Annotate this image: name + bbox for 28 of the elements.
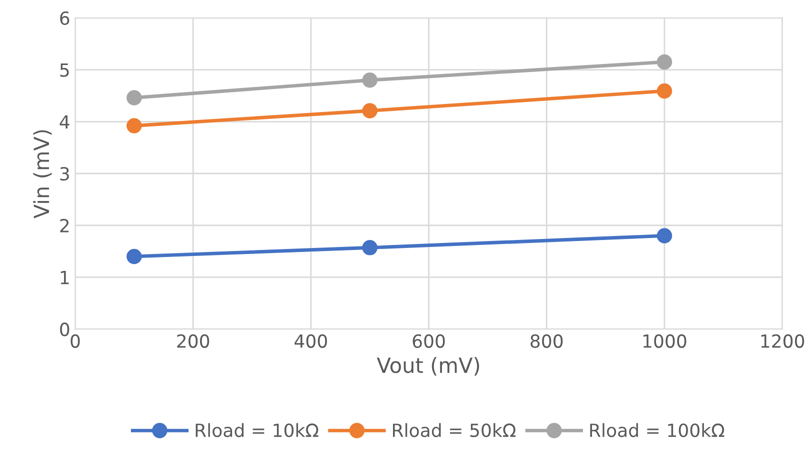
point [362,240,378,256]
y-tick-label: 4 [60,115,70,128]
legend-label: Rload = 50kΩ [393,423,516,438]
y-axis-title: Vin (mV) [33,130,52,218]
point [126,90,142,106]
y-tick-label: 2 [60,218,69,232]
x-tick-label: 0 [70,334,80,348]
x-tick-label: 800 [530,334,563,348]
point [656,83,672,99]
y-tick-label: 3 [60,166,69,181]
x-tick-label: 600 [412,334,445,348]
point [362,72,378,88]
x-tick-label: 200 [177,334,210,348]
point [126,248,142,264]
y-tick-label: 5 [60,63,69,77]
point [362,103,378,118]
point [656,228,672,244]
x-tick-label: 1200 [761,334,804,348]
y-tick-label: 0 [60,322,70,336]
y-tick-label: 6 [60,11,70,26]
legend-label: Rload = 10kΩ [196,423,318,438]
y-tick-label: 1 [60,270,69,284]
legend-label: Rload = 100kΩ [590,423,724,438]
point [656,54,672,70]
x-tick-label: 1000 [643,334,686,348]
point [126,118,142,134]
x-axis-title: Vout (mV) [376,357,480,376]
x-tick-label: 400 [294,334,327,348]
